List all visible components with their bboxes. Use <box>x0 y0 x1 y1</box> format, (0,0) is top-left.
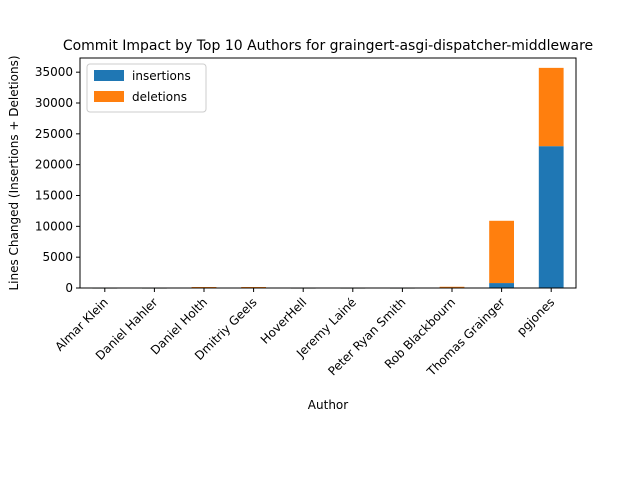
y-tick-label-7: 35000 <box>35 65 73 79</box>
y-axis: 0 5000 10000 15000 20000 25000 30000 35000 <box>35 65 80 295</box>
y-tick-label-4: 20000 <box>35 158 73 172</box>
legend-swatch-insertions <box>94 70 124 81</box>
y-tick-label-0: 0 <box>65 281 73 295</box>
y-tick-label-6: 30000 <box>35 96 73 110</box>
y-tick-label-5: 25000 <box>35 127 73 141</box>
bar-insertions-8 <box>489 283 514 288</box>
bar-deletions-9 <box>538 67 564 147</box>
bar-insertions-9 <box>538 146 564 288</box>
legend-label-deletions: deletions <box>132 90 187 104</box>
x-tick-label-4: HoverHell <box>258 295 310 347</box>
legend-label-insertions: insertions <box>132 69 191 83</box>
bars-layer <box>92 67 564 289</box>
chart-title: Commit Impact by Top 10 Authors for grai… <box>63 38 593 54</box>
y-tick-label-2: 10000 <box>35 219 73 233</box>
bar-deletions-8 <box>489 220 514 284</box>
legend-swatch-deletions <box>94 91 124 102</box>
legend: insertions deletions <box>86 63 207 113</box>
bar-deletions-3 <box>241 287 266 288</box>
plot-frame <box>79 57 577 289</box>
bar-deletions-2 <box>191 287 217 288</box>
x-axis-label: Author <box>308 398 348 412</box>
x-tick-label-9: pgjones <box>514 295 557 338</box>
y-axis-label: Lines Changed (Insertions + Deletions) <box>7 55 21 290</box>
bar-deletions-7 <box>439 286 465 288</box>
y-tick-label-1: 5000 <box>42 250 73 264</box>
y-tick-label-3: 15000 <box>35 189 73 203</box>
